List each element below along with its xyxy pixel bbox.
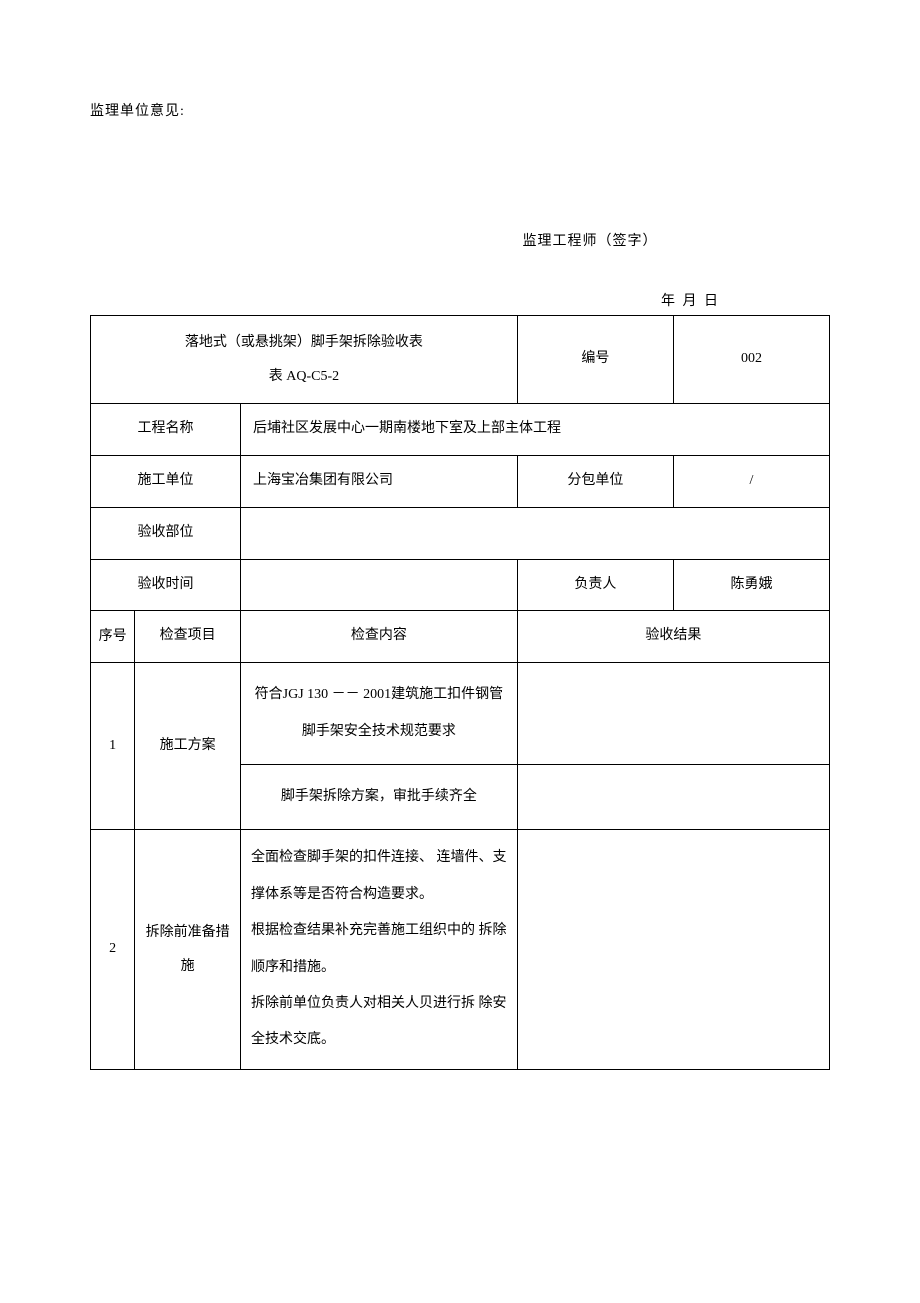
accept-time-value [241, 559, 518, 611]
row1-result1 [517, 663, 829, 765]
row1-content2: 脚手架拆除方案，审批手续齐全 [241, 764, 518, 829]
row1-seq: 1 [91, 663, 135, 830]
title-line1: 落地式（或悬挑架）脚手架拆除验收表 [99, 326, 509, 360]
row2-result [517, 830, 829, 1069]
signature-label: 监理工程师（签字） [350, 230, 830, 250]
contractor-value: 上海宝冶集团有限公司 [241, 455, 518, 507]
seq-header: 序号 [91, 611, 135, 663]
responsible-label: 负责人 [517, 559, 673, 611]
code-label: 编号 [517, 316, 673, 404]
responsible-value: 陈勇娥 [673, 559, 829, 611]
accept-time-label: 验收时间 [91, 559, 241, 611]
result-header: 验收结果 [517, 611, 829, 663]
table-title: 落地式（或悬挑架）脚手架拆除验收表 表 AQ-C5-2 [91, 316, 518, 404]
content-header: 检查内容 [241, 611, 518, 663]
item-header: 检查项目 [135, 611, 241, 663]
row2-content: 全面检查脚手架的扣件连接、 连墙件、支撑体系等是否符合构造要求。 根据检查结果补… [241, 830, 518, 1069]
date-label: 年 月 日 [90, 290, 830, 310]
row1-result2 [517, 764, 829, 829]
row1-item: 施工方案 [135, 663, 241, 830]
accept-part-value [241, 507, 830, 559]
accept-part-label: 验收部位 [91, 507, 241, 559]
table-row: 1 施工方案 符合JGJ 130 －－ 2001建筑施工扣件钢管脚手架安全技术规… [91, 663, 830, 765]
subcontractor-label: 分包单位 [517, 455, 673, 507]
row1-content1: 符合JGJ 130 －－ 2001建筑施工扣件钢管脚手架安全技术规范要求 [241, 663, 518, 765]
row2-item: 拆除前准备措施 [135, 830, 241, 1069]
opinion-label: 监理单位意见: [90, 100, 830, 120]
subcontractor-value: / [673, 455, 829, 507]
project-label: 工程名称 [91, 404, 241, 456]
project-value: 后埔社区发展中心一期南楼地下室及上部主体工程 [241, 404, 830, 456]
acceptance-table: 落地式（或悬挑架）脚手架拆除验收表 表 AQ-C5-2 编号 002 工程名称 … [90, 315, 830, 1070]
contractor-label: 施工单位 [91, 455, 241, 507]
table-row: 2 拆除前准备措施 全面检查脚手架的扣件连接、 连墙件、支撑体系等是否符合构造要… [91, 830, 830, 1069]
code-value: 002 [673, 316, 829, 404]
row2-seq: 2 [91, 830, 135, 1069]
title-line2: 表 AQ-C5-2 [99, 360, 509, 394]
